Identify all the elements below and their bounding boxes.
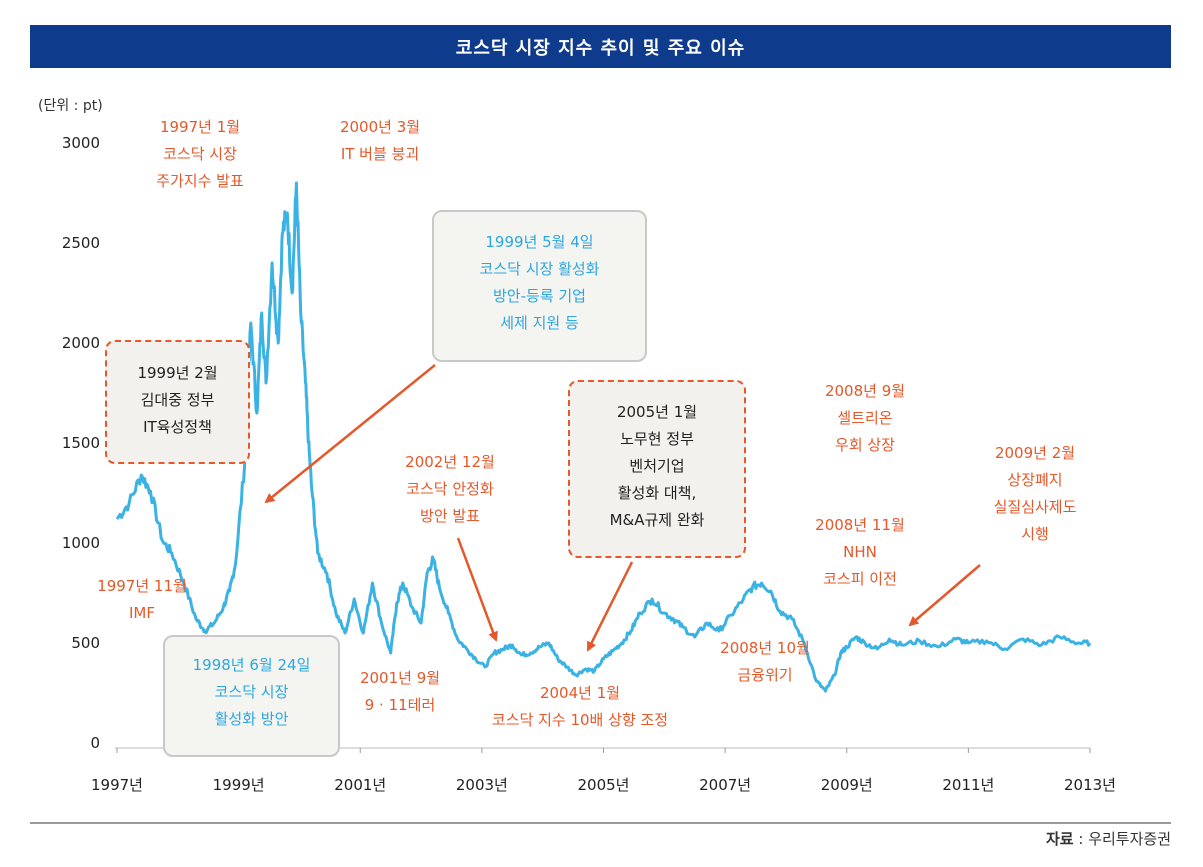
annotation-2005-1: 2005년 1월 노무현 정부 벤처기업 활성화 대책, M&A규제 완화 — [609, 403, 705, 529]
arrow-2009-2 — [908, 564, 981, 627]
x-tick-label: 1997년 — [91, 776, 143, 794]
y-tick-label: 2000 — [62, 334, 100, 352]
y-tick-label: 1500 — [62, 434, 100, 452]
x-axis: 1997년 1999년 2001년 2003년 2005년 2007년 2009년 2011년… — [91, 748, 1116, 794]
x-tick-label: 2005년 — [578, 776, 630, 794]
annotation-1997-1: 1997년 1월 코스닥 시장 주가지수 발표 — [156, 118, 244, 190]
bottom-divider — [30, 822, 1171, 824]
annotation-box-1999-5 — [432, 210, 647, 362]
annotation-1999-5: 1999년 5월 4일 코스닥 시장 활성화 방안-등록 기업 세제 지원 등 — [479, 233, 600, 332]
x-tick-label: 2003년 — [456, 776, 508, 794]
y-tick-label: 1000 — [62, 534, 100, 552]
annotation-2008-11: 2008년 11월 NHN 코스피 이전 — [815, 516, 905, 588]
arrow-2005-1 — [586, 561, 634, 652]
kosdaq-index-line — [115, 181, 1092, 693]
x-tick-label: 2007년 — [699, 776, 751, 794]
annotation-1997-11: 1997년 11월 IMF — [97, 577, 187, 622]
source-text: 우리투자증권 — [1088, 830, 1171, 848]
x-tick-label: 2001년 — [334, 776, 386, 794]
source-label: 자료 — [1045, 830, 1074, 848]
annotation-2000-3: 2000년 3월 IT 버블 붕괴 — [339, 118, 421, 163]
source-note: 자료 : 우리투자증권 — [1046, 828, 1171, 849]
arrow-2002-12 — [456, 537, 498, 642]
annotation-2001-9: 2001년 9월 9 · 11테러 — [359, 669, 441, 714]
annotation-1999-2: 1999년 2월 김대중 정부 IT육성정책 — [137, 364, 218, 436]
annotation-2004-1: 2004년 1월 코스닥 지수 10배 상향 조정 — [491, 684, 669, 729]
x-tick-label: 2013년 — [1064, 776, 1116, 794]
annotation-2008-9: 2008년 9월 셀트리온 우회 상장 — [824, 382, 906, 454]
y-tick-label: 500 — [71, 634, 100, 652]
y-axis: 0 500 1000 1500 2000 2500 3000 — [62, 134, 100, 752]
unit-label: (단위 : pt) — [38, 98, 103, 114]
annotation-box-1999-2 — [105, 340, 250, 464]
annotation-2009-2: 2009년 2월 상장폐지 실질심사제도 시행 — [993, 444, 1077, 543]
chart-title-bar: 코스닥 시장 지수 추이 및 주요 이슈 — [30, 25, 1171, 68]
y-tick-label: 2500 — [62, 234, 100, 252]
x-tick-label: 2011년 — [942, 776, 994, 794]
arrow-1999-5 — [264, 364, 436, 504]
annotation-1998-6: 1998년 6월 24일 코스닥 시장 활성화 방안 — [192, 656, 311, 728]
annotation-box-1998-6 — [163, 635, 340, 757]
chart-title: 코스닥 시장 지수 추이 및 주요 이슈 — [455, 37, 746, 59]
x-tick-label: 1999년 — [213, 776, 265, 794]
annotation-2008-10: 2008년 10월 금융위기 — [720, 639, 810, 684]
annotation-2002-12: 2002년 12월 코스닥 안정화 방안 발표 — [405, 453, 495, 525]
y-tick-label: 0 — [90, 734, 100, 752]
y-tick-label: 3000 — [62, 134, 100, 152]
source-separator: : — [1073, 830, 1089, 848]
x-tick-label: 2009년 — [821, 776, 873, 794]
annotation-box-2005-1 — [568, 380, 746, 558]
